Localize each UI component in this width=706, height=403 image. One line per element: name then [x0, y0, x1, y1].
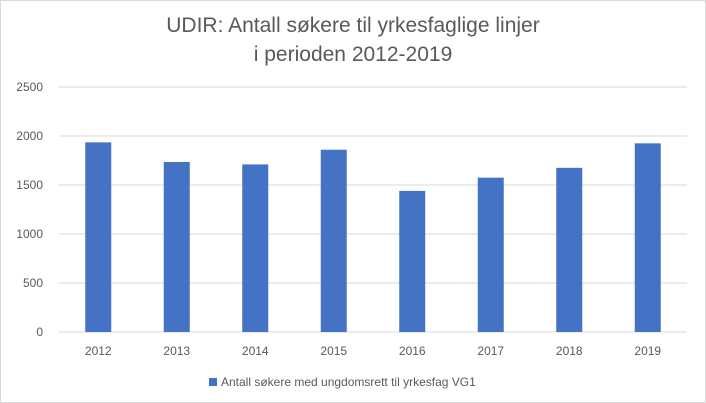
bar-2019: [634, 143, 661, 332]
bar-2016: [399, 190, 426, 332]
legend: Antall søkere med ungdomsrett til yrkesf…: [209, 375, 476, 389]
x-tick-label: 2015: [320, 344, 347, 358]
bars: [85, 142, 661, 332]
x-tick-label: 2016: [399, 344, 426, 358]
bar-2012: [85, 142, 112, 332]
x-tick-label: 2019: [634, 344, 661, 358]
y-tick-label: 1000: [16, 227, 43, 241]
legend-swatch: [209, 378, 217, 386]
y-tick-label: 1500: [16, 178, 43, 192]
x-tick-label: 2017: [477, 344, 504, 358]
legend-label: Antall søkere med ungdomsrett til yrkesf…: [221, 375, 476, 389]
gridlines: [59, 86, 687, 333]
x-tick-label: 2012: [85, 344, 112, 358]
bar-2013: [163, 161, 190, 332]
x-tick-label: 2018: [556, 344, 583, 358]
chart-title-line-2: i perioden 2012-2019: [253, 43, 453, 66]
x-axis-tick-labels: 2012 2013 2014 2015 2016 2017 2018 2019: [85, 344, 662, 358]
chart-title-line-1: UDIR: Antall søkere til yrkesfaglige lin…: [166, 14, 540, 37]
x-tick-label: 2014: [242, 344, 269, 358]
bar-2015: [320, 149, 347, 332]
bar-2018: [556, 167, 583, 332]
chart-title: UDIR: Antall søkere til yrkesfaglige lin…: [1, 11, 705, 69]
x-tick-label: 2013: [163, 344, 190, 358]
bar-2017: [477, 177, 504, 332]
y-tick-label: 0: [36, 325, 43, 339]
y-tick-label: 2500: [16, 80, 43, 94]
y-axis-tick-labels: 0 500 1000 1500 2000 2500: [16, 80, 43, 339]
bar-2014: [242, 164, 269, 332]
y-tick-label: 2000: [16, 129, 43, 143]
y-tick-label: 500: [23, 276, 43, 290]
